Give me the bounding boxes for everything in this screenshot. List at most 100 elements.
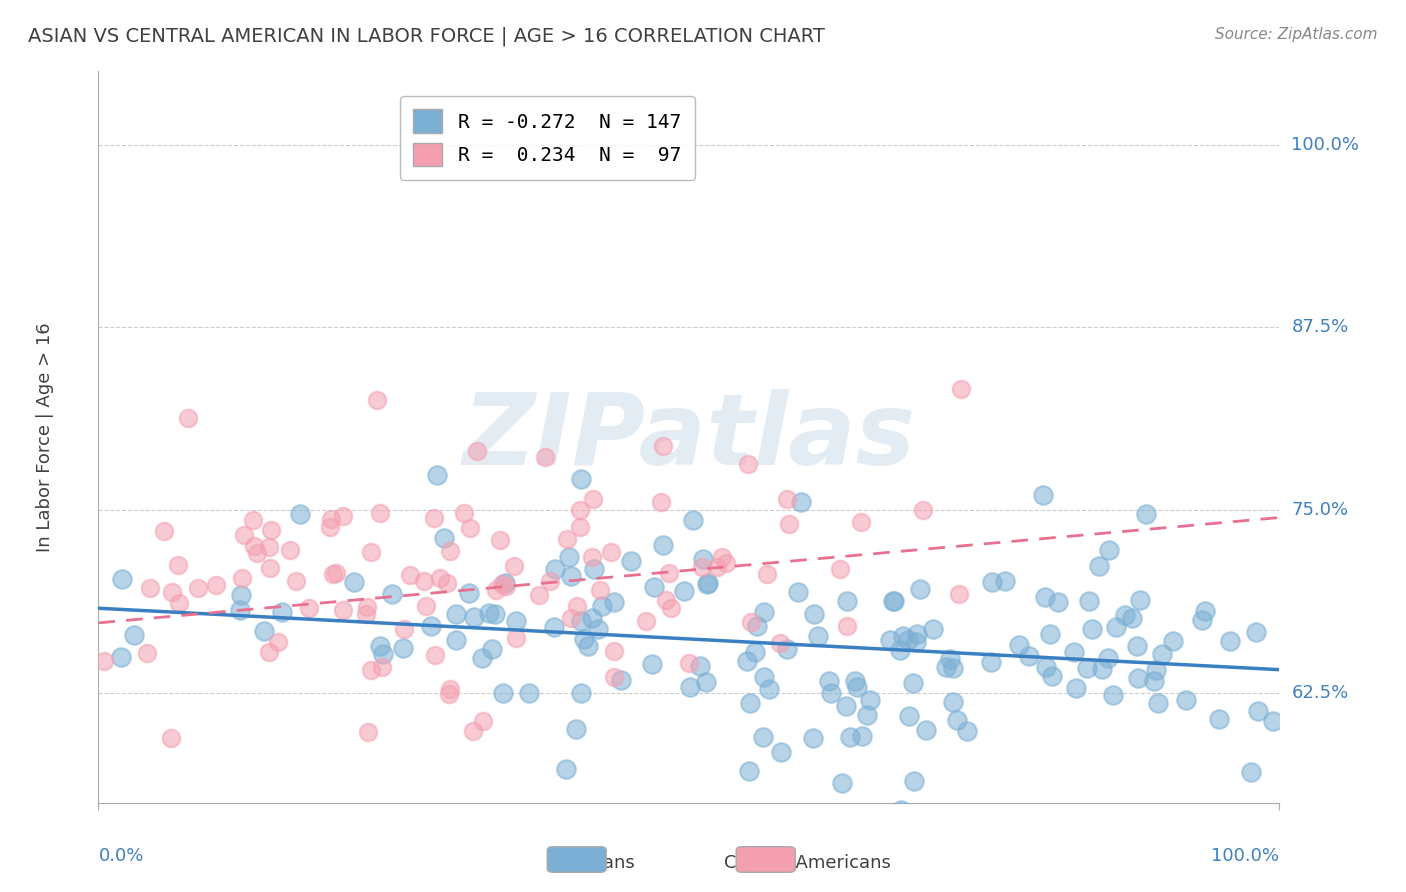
Point [603,670,626,684]
Point [560,569,582,583]
Point [1063,645,1085,659]
Point [569,686,592,700]
Point [1098,543,1121,558]
FancyBboxPatch shape [547,847,606,872]
Point [433,531,456,545]
Point [737,457,759,471]
Point [981,574,1004,589]
Point [690,559,713,574]
Point [1175,692,1198,706]
Point [343,575,366,590]
Point [420,619,443,633]
Point [779,516,801,531]
Point [835,698,858,713]
Point [135,646,157,660]
Point [229,603,252,617]
Point [555,762,578,776]
Point [710,549,733,564]
Point [437,687,460,701]
Point [801,731,824,745]
Point [879,633,901,648]
Point [381,587,404,601]
Point [1126,639,1149,653]
Point [278,542,301,557]
Point [837,619,859,633]
Point [471,651,494,665]
Point [576,639,599,653]
Point [122,628,145,642]
Point [845,680,868,694]
Point [790,495,813,509]
Point [818,674,841,689]
Point [436,576,458,591]
Point [231,571,253,585]
Point [569,472,592,486]
Point [912,503,935,517]
Point [935,660,957,674]
Point [1078,593,1101,607]
Point [354,607,377,621]
Point [253,624,276,638]
Point [426,468,449,483]
Point [439,681,461,696]
Point [485,582,508,597]
Point [735,654,758,668]
Text: 100.0%: 100.0% [1212,847,1279,864]
Point [1032,487,1054,501]
Point [828,562,851,576]
Point [643,580,665,594]
Legend: R = -0.272  N = 147, R =  0.234  N =  97: R = -0.272 N = 147, R = 0.234 N = 97 [399,95,695,180]
Point [1219,634,1241,648]
Point [758,681,780,696]
Text: 0.0%: 0.0% [98,847,143,864]
Point [651,538,673,552]
Point [1152,647,1174,661]
Point [603,644,626,658]
Point [582,562,605,576]
Point [560,611,582,625]
Point [569,614,592,628]
Point [267,635,290,649]
Point [1081,622,1104,636]
Point [756,567,779,582]
Text: Asians: Asians [576,854,636,872]
Point [1088,558,1111,573]
Point [446,607,468,622]
Point [883,594,905,608]
Point [366,393,388,408]
Point [368,640,391,654]
Point [453,506,475,520]
Point [503,558,526,573]
Point [1240,764,1263,779]
Point [659,601,682,615]
Point [360,663,382,677]
Point [187,582,209,596]
Point [357,725,380,739]
Point [1129,592,1152,607]
Point [904,635,927,649]
Point [517,685,540,699]
Point [776,642,799,657]
Point [851,729,873,743]
Point [534,450,557,464]
Point [1097,651,1119,665]
Point [820,686,842,700]
Point [1247,704,1270,718]
Point [527,588,550,602]
Point [505,614,527,628]
Point [803,607,825,621]
Point [392,622,415,636]
Point [744,645,766,659]
Text: Central Americans: Central Americans [724,854,890,872]
Point [246,547,269,561]
Point [1008,638,1031,652]
Point [839,730,862,744]
Point [921,622,943,636]
Point [567,599,589,613]
Point [371,647,394,661]
Point [835,594,858,608]
Point [889,643,911,657]
Point [949,382,972,396]
Point [697,576,720,591]
Point [398,567,420,582]
